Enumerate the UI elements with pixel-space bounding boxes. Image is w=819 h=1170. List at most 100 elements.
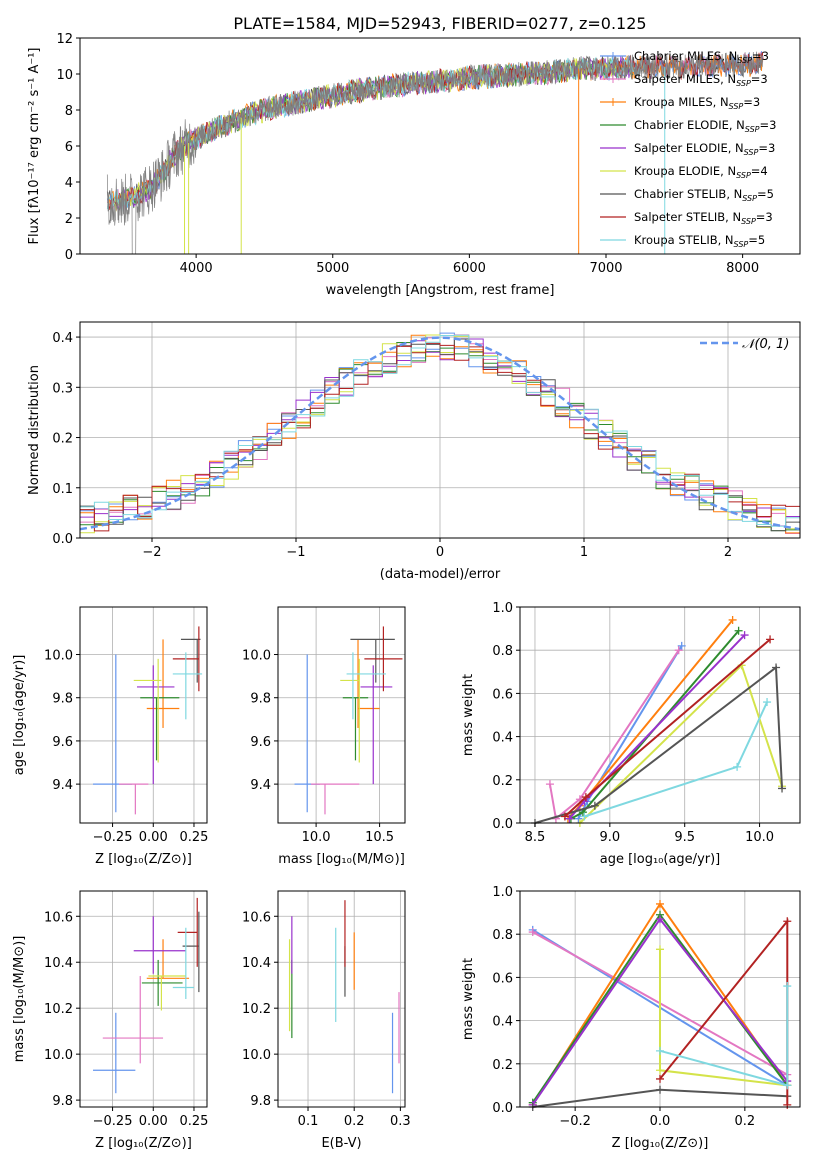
weight-marker xyxy=(766,635,775,644)
y-tick-label: 2 xyxy=(65,212,73,227)
weight-marker xyxy=(740,631,749,640)
y-tick-label: 0.4 xyxy=(492,1015,513,1030)
weight-marker xyxy=(656,1046,664,1055)
panel-xlabel: age [log₁₀(age/yr)] xyxy=(600,852,721,867)
y-tick-label: 10.4 xyxy=(44,956,73,971)
weight-marker xyxy=(528,928,537,937)
x-tick-label: −0.25 xyxy=(93,1114,133,1129)
weight-marker xyxy=(674,646,683,655)
panel-ylabel: mass [log₁₀(M/M⊙)] xyxy=(12,936,27,1063)
weight-marker xyxy=(733,762,742,771)
y-tick-label: 1.0 xyxy=(492,885,513,900)
y-tick-label: 0.4 xyxy=(52,331,73,346)
y-tick-label: 10.6 xyxy=(44,910,73,925)
y-tick-label: 0.3 xyxy=(52,381,73,396)
x-tick-label: 0.2 xyxy=(344,1114,365,1129)
y-tick-label: 12 xyxy=(56,32,73,47)
legend-label: Salpeter MILES, NSSP=3 xyxy=(634,72,768,88)
weight-line-1 xyxy=(548,649,680,821)
x-tick-label: 10.0 xyxy=(745,830,774,845)
x-tick-label: 6000 xyxy=(453,261,486,276)
weight-vs-age-panel: 8.5 9.0 9.5 10.0 0.0 0.2 0.4 0.6 0.8 1.0 age [log₁… xyxy=(461,601,801,867)
weight-marker xyxy=(677,641,686,650)
panel-xlabel: E(B-V) xyxy=(321,1136,361,1151)
legend-label: Kroupa ELODIE, NSSP=4 xyxy=(634,164,768,180)
mass-vs-EBV-panel: 0.1 0.2 0.3 9.8 10.0 10.2 10.4 10.6 E(B-V) xyxy=(242,890,411,1151)
weight-marker xyxy=(734,626,743,635)
y-tick-label: 10.0 xyxy=(242,649,271,664)
x-tick-label: 10.5 xyxy=(365,830,394,845)
y-tick-label: 10.4 xyxy=(242,956,271,971)
x-tick-label: 0.1 xyxy=(298,1114,319,1129)
x-tick-label: 0 xyxy=(436,545,444,560)
panel-ylabel: mass weight xyxy=(461,674,476,756)
y-tick-label: 9.8 xyxy=(250,1094,271,1109)
spectrum-xlabel: wavelength [Angstrom, rest frame] xyxy=(326,283,555,298)
weight-marker xyxy=(783,1081,792,1090)
y-tick-label: 8 xyxy=(65,104,73,119)
weight-marker xyxy=(656,899,664,908)
residuals-ylabel: Normed distribution xyxy=(27,365,42,495)
y-tick-label: 0.0 xyxy=(52,532,73,547)
y-tick-label: 9.6 xyxy=(250,735,271,750)
y-tick-label: 0.8 xyxy=(492,928,513,943)
legend-label: Chabrier MILES, NSSP=3 xyxy=(634,49,769,65)
legend-label: Kroupa STELIB, NSSP=5 xyxy=(634,233,765,249)
weight-marker xyxy=(772,663,781,672)
y-tick-label: 0.6 xyxy=(492,687,513,702)
legend-label: Kroupa MILES, NSSP=3 xyxy=(634,95,760,111)
weight-marker xyxy=(545,780,554,789)
y-tick-label: 10.6 xyxy=(242,910,271,925)
y-tick-label: 9.8 xyxy=(250,692,271,707)
weight-marker xyxy=(783,1100,792,1109)
panel-xlabel: Z [log₁₀(Z/Z⊙)] xyxy=(95,852,192,867)
x-tick-label: 0.0 xyxy=(650,1114,671,1129)
weight-marker xyxy=(763,698,772,707)
reference-normal-curve xyxy=(79,336,801,531)
y-tick-label: 10 xyxy=(56,68,73,83)
spectrum-axes: 4000 5000 6000 7000 8000 0 2 4 6 8 10 12 xyxy=(56,32,759,276)
y-tick-label: 9.6 xyxy=(52,735,73,750)
residuals-xlabel: (data-model)/error xyxy=(380,567,501,582)
residuals-histograms xyxy=(79,332,801,536)
residuals-panel: −2 −1 0 1 2 0.0 0.1 0.2 0.3 0.4 (data-model)/erro… xyxy=(27,321,801,582)
residuals-legend: 𝒩(0, 1) xyxy=(700,337,789,352)
x-tick-label: 9.0 xyxy=(599,830,620,845)
weight-marker xyxy=(565,814,574,823)
weight-marker xyxy=(656,1074,664,1083)
panel-xlabel: Z [log₁₀(Z/Z⊙)] xyxy=(612,1136,709,1151)
weight-line-4 xyxy=(568,634,746,820)
mass-vs-Z-panel: −0.25 0.00 0.25 9.8 10.0 10.2 10.4 10.6 Z [log₁₀… xyxy=(12,890,208,1151)
y-tick-label: 0.1 xyxy=(52,482,73,497)
spectrum-panel: PLATE=1584, MJD=52943, FIBERID=0277, z=0… xyxy=(27,14,801,298)
x-tick-label: 4000 xyxy=(180,261,213,276)
x-tick-label: 0.25 xyxy=(179,1114,208,1129)
panel-ylabel: age [log₁₀(age/yr)] xyxy=(12,655,27,776)
weight-marker xyxy=(656,1085,664,1094)
x-tick-label: 1 xyxy=(580,545,588,560)
spectrum-ylabel: Flux [fλ10⁻¹⁷ erg cm⁻² s⁻¹ A⁻¹] xyxy=(27,48,42,245)
x-tick-label: −0.2 xyxy=(559,1114,591,1129)
weight-marker xyxy=(581,793,590,802)
y-tick-label: 6 xyxy=(65,140,73,155)
spectrum-title: PLATE=1584, MJD=52943, FIBERID=0277, z=0… xyxy=(233,14,646,33)
x-tick-label: 0.00 xyxy=(139,830,168,845)
x-tick-label: −0.25 xyxy=(93,830,133,845)
y-tick-label: 0.0 xyxy=(492,1101,513,1116)
x-tick-label: −2 xyxy=(142,545,161,560)
x-tick-label: −1 xyxy=(286,545,305,560)
spectrum-lines xyxy=(106,51,764,254)
y-tick-label: 0 xyxy=(65,248,73,263)
weight-marker xyxy=(656,915,664,924)
x-tick-label: 5000 xyxy=(316,261,349,276)
x-tick-label: 9.5 xyxy=(674,830,695,845)
y-tick-label: 9.8 xyxy=(52,692,73,707)
x-tick-label: 0.25 xyxy=(179,830,208,845)
model-line-5 xyxy=(113,57,620,212)
legend-label: Salpeter ELODIE, NSSP=3 xyxy=(634,141,775,157)
weight-marker xyxy=(783,917,792,926)
y-tick-label: 10.0 xyxy=(44,1048,73,1063)
weight-marker xyxy=(778,784,787,793)
weight-marker xyxy=(560,812,569,821)
weight-marker xyxy=(580,812,589,821)
